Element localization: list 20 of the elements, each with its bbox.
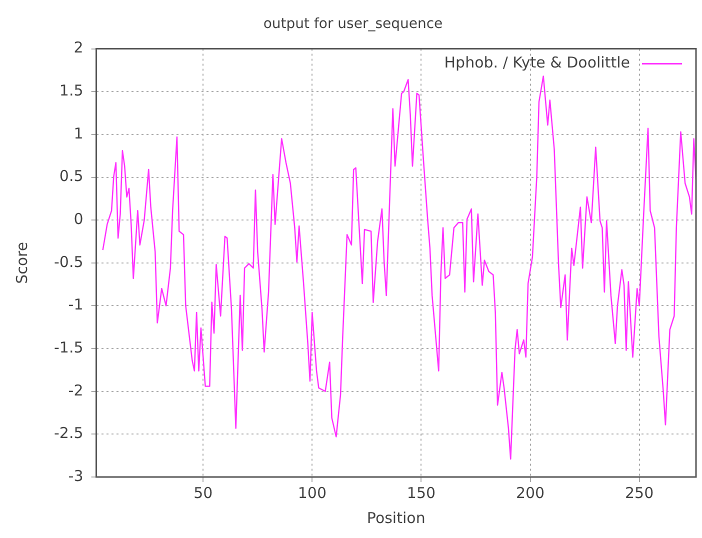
x-tick-label: 250 xyxy=(624,484,654,502)
x-tick-label: 200 xyxy=(516,484,545,502)
y-tick-label: -1.5 xyxy=(54,338,84,356)
y-tick-label: 2 xyxy=(74,38,84,57)
x-tick-label: 150 xyxy=(406,484,436,502)
legend-label: Hphob. / Kyte & Doolittle xyxy=(444,54,630,72)
x-tick-label: 50 xyxy=(194,484,213,502)
y-tick-label: -3 xyxy=(68,466,84,485)
y-tick-label: -2.5 xyxy=(54,424,84,442)
y-tick-label: -2 xyxy=(68,381,84,400)
y-tick-label: 1 xyxy=(74,124,84,142)
x-axis-title: Position xyxy=(366,508,426,527)
y-tick-label: 1.5 xyxy=(59,82,84,100)
y-tick-label: -0.5 xyxy=(54,252,84,271)
y-axis-title: Score xyxy=(12,242,31,284)
y-tick-label: 0.5 xyxy=(59,167,84,186)
y-tick-label: -1 xyxy=(68,296,84,314)
y-tick-label: 0 xyxy=(74,210,84,228)
chart-title: output for user_sequence xyxy=(263,16,443,32)
x-tick-label: 100 xyxy=(298,484,326,502)
